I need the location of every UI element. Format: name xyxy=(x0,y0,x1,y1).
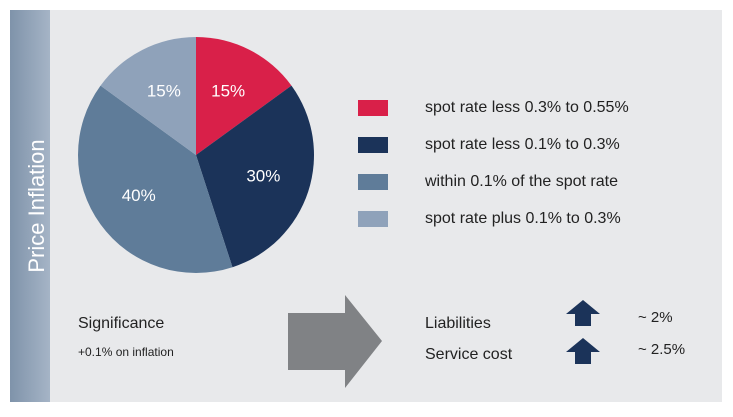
pie-slice xyxy=(78,85,233,273)
arrow xyxy=(288,295,382,388)
slice-label: 15% xyxy=(211,81,245,100)
significance-note: +0.1% on inflation xyxy=(78,345,174,359)
slice-label: 40% xyxy=(122,186,156,205)
legend-label: spot rate plus 0.1% to 0.3% xyxy=(425,210,621,227)
impact-label: Service cost xyxy=(425,346,513,363)
up-arrow xyxy=(566,338,600,364)
up-arrow xyxy=(566,300,600,326)
legend-label: spot rate less 0.3% to 0.55% xyxy=(425,99,629,116)
impact-change: ~ 2% xyxy=(638,309,673,326)
pie-slice xyxy=(100,37,196,155)
slice-label: 30% xyxy=(246,166,280,185)
pie-slice xyxy=(196,85,314,268)
slice-label: 15% xyxy=(147,81,181,100)
impact-change: ~ 2.5% xyxy=(638,341,685,358)
pie-slice xyxy=(196,37,292,155)
legend-swatch xyxy=(358,211,388,227)
legend-label: within 0.1% of the spot rate xyxy=(424,173,618,190)
chart-title: Price Inflation xyxy=(24,139,49,272)
side-bar xyxy=(10,10,50,402)
significance-label: Significance xyxy=(78,315,164,332)
impact-label: Liabilities xyxy=(425,315,491,332)
legend-swatch xyxy=(358,137,388,153)
legend-swatch xyxy=(358,174,388,190)
legend-label: spot rate less 0.1% to 0.3% xyxy=(425,136,620,153)
legend-swatch xyxy=(358,100,388,116)
